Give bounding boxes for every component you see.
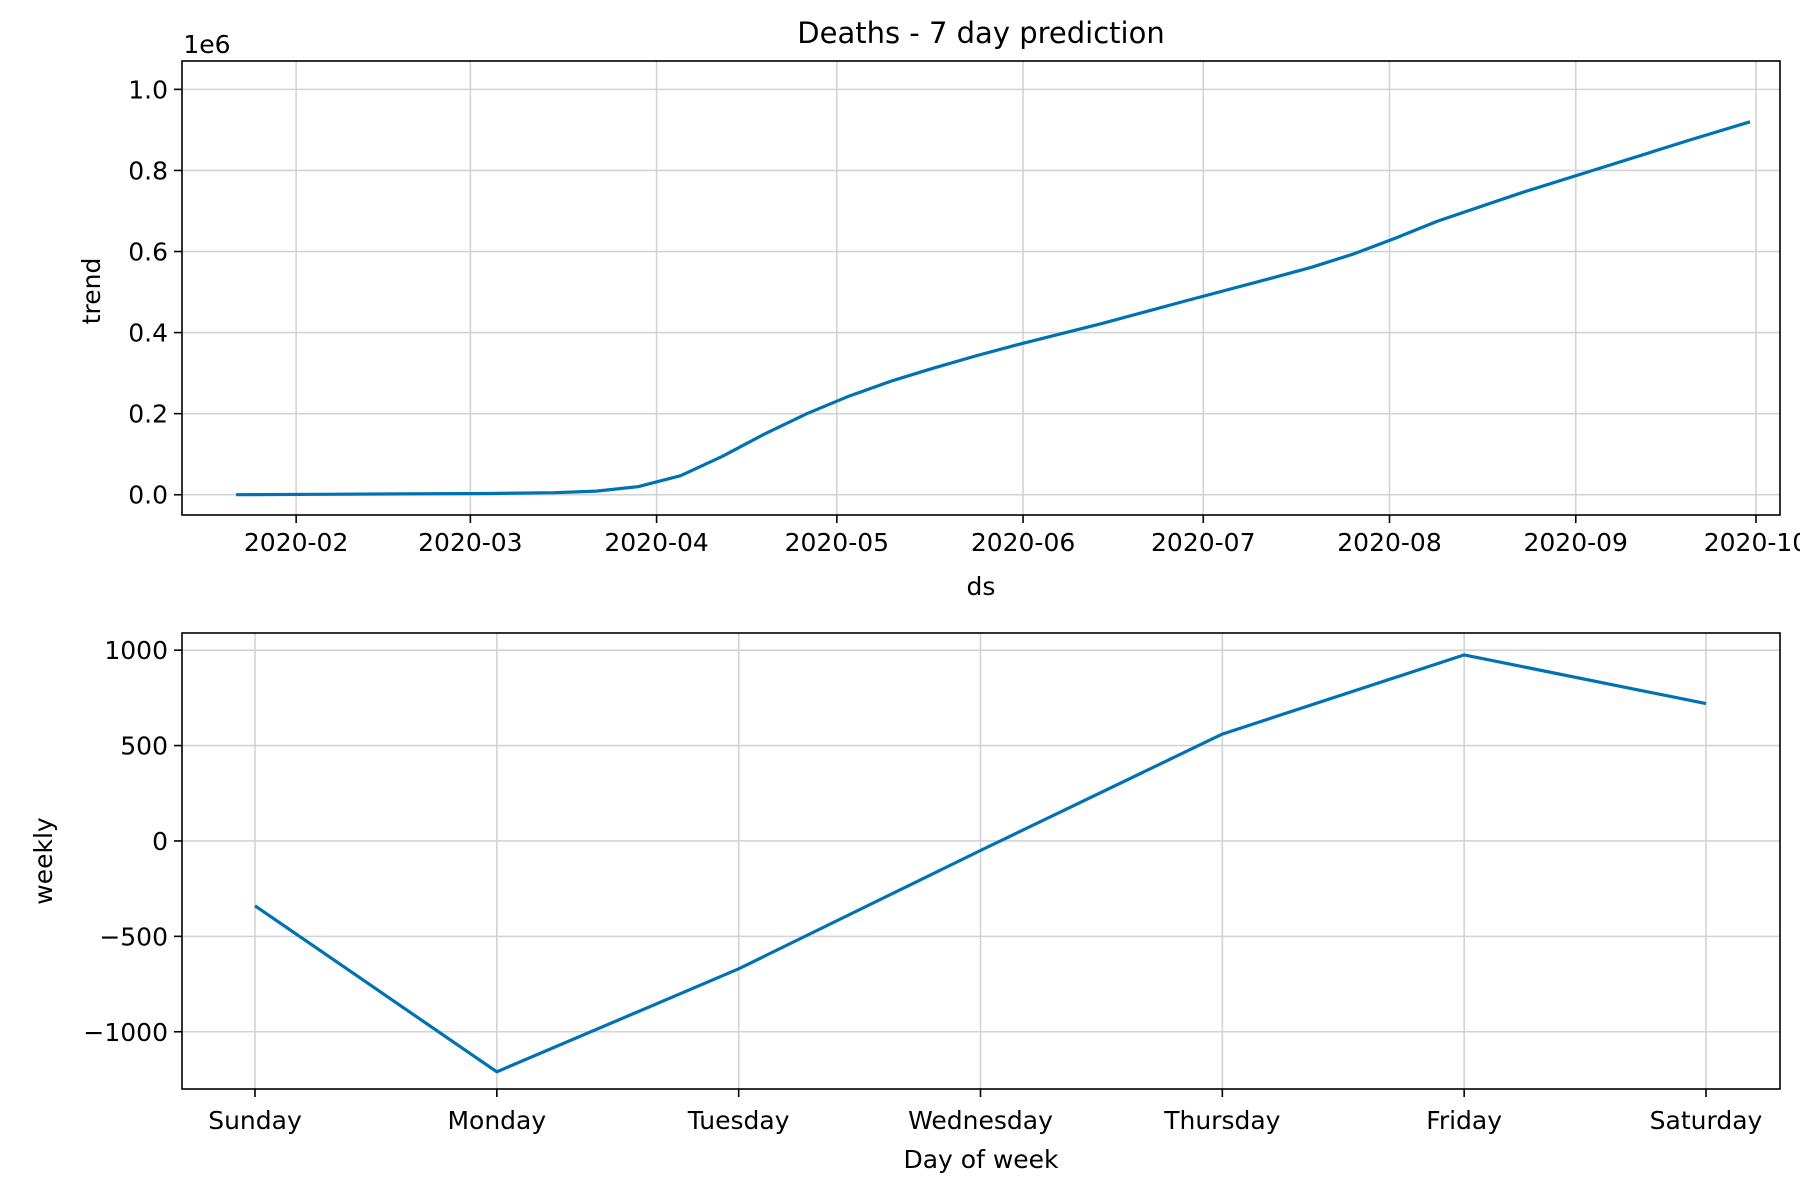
trend-y-tick-label: 0.0 [128, 481, 168, 510]
weekly-x-tick-label: Wednesday [908, 1106, 1053, 1135]
weekly-y-tick-label: 500 [120, 732, 168, 761]
weekly-tick-labels: Sunday Monday Tuesday Wednesday Thursday Frid… [83, 636, 1762, 1135]
weekly-y-tick-label: 1000 [104, 636, 168, 665]
trend-y-tick-label: 0.6 [128, 238, 168, 267]
trend-y-tick-label: 1.0 [128, 75, 168, 104]
trend-x-tick-label: 2020-05 [785, 528, 889, 557]
trend-x-axis-label: ds [967, 572, 996, 601]
trend-x-tick-label: 2020-07 [1151, 528, 1255, 557]
trend-line [236, 120, 1751, 497]
weekly-x-tick-label: Sunday [208, 1106, 302, 1135]
trend-y-multiplier: 1e6 [183, 30, 230, 59]
weekly-y-axis-label: weekly [29, 817, 58, 905]
trend-x-tick-label: 2020-02 [244, 528, 348, 557]
weekly-y-tick-label: −1000 [83, 1018, 168, 1047]
trend-x-tick-label: 2020-09 [1524, 528, 1628, 557]
trend-y-axis-label: trend [77, 258, 106, 325]
weekly-x-tick-label: Saturday [1650, 1106, 1763, 1135]
trend-plot [236, 120, 1751, 497]
trend-x-tick-label: 2020-10 [1704, 528, 1800, 557]
trend-x-tick-label: 2020-04 [604, 528, 708, 557]
weekly-gridlines [182, 633, 1780, 1089]
weekly-x-axis-label: Day of week [903, 1145, 1059, 1174]
weekly-x-tick-label: Thursday [1163, 1106, 1280, 1135]
weekly-plot [254, 653, 1707, 1074]
top-gridlines [182, 61, 1780, 515]
weekly-y-tick-label: −500 [99, 922, 168, 951]
chart-title: Deaths - 7 day prediction [797, 16, 1164, 50]
weekly-y-tick-label: 0 [152, 827, 168, 856]
trend-x-tick-label: 2020-06 [971, 528, 1075, 557]
weekly-x-tick-label: Friday [1426, 1106, 1502, 1135]
trend-axes-frame [181, 60, 1781, 516]
trend-y-tick-label: 0.2 [128, 400, 168, 429]
trend-y-tick-label: 0.4 [128, 319, 168, 348]
weekly-x-tick-label: Tuesday [687, 1106, 790, 1135]
trend-tick-labels: 2020-02 2020-03 2020-04 2020-05 2020-06 2020-… [128, 75, 1800, 557]
trend-y-tick-label: 0.8 [128, 156, 168, 185]
trend-x-tick-label: 2020-08 [1337, 528, 1441, 557]
weekly-x-tick-label: Monday [447, 1106, 546, 1135]
trend-x-tick-label: 2020-03 [418, 528, 522, 557]
weekly-line [254, 653, 1707, 1074]
